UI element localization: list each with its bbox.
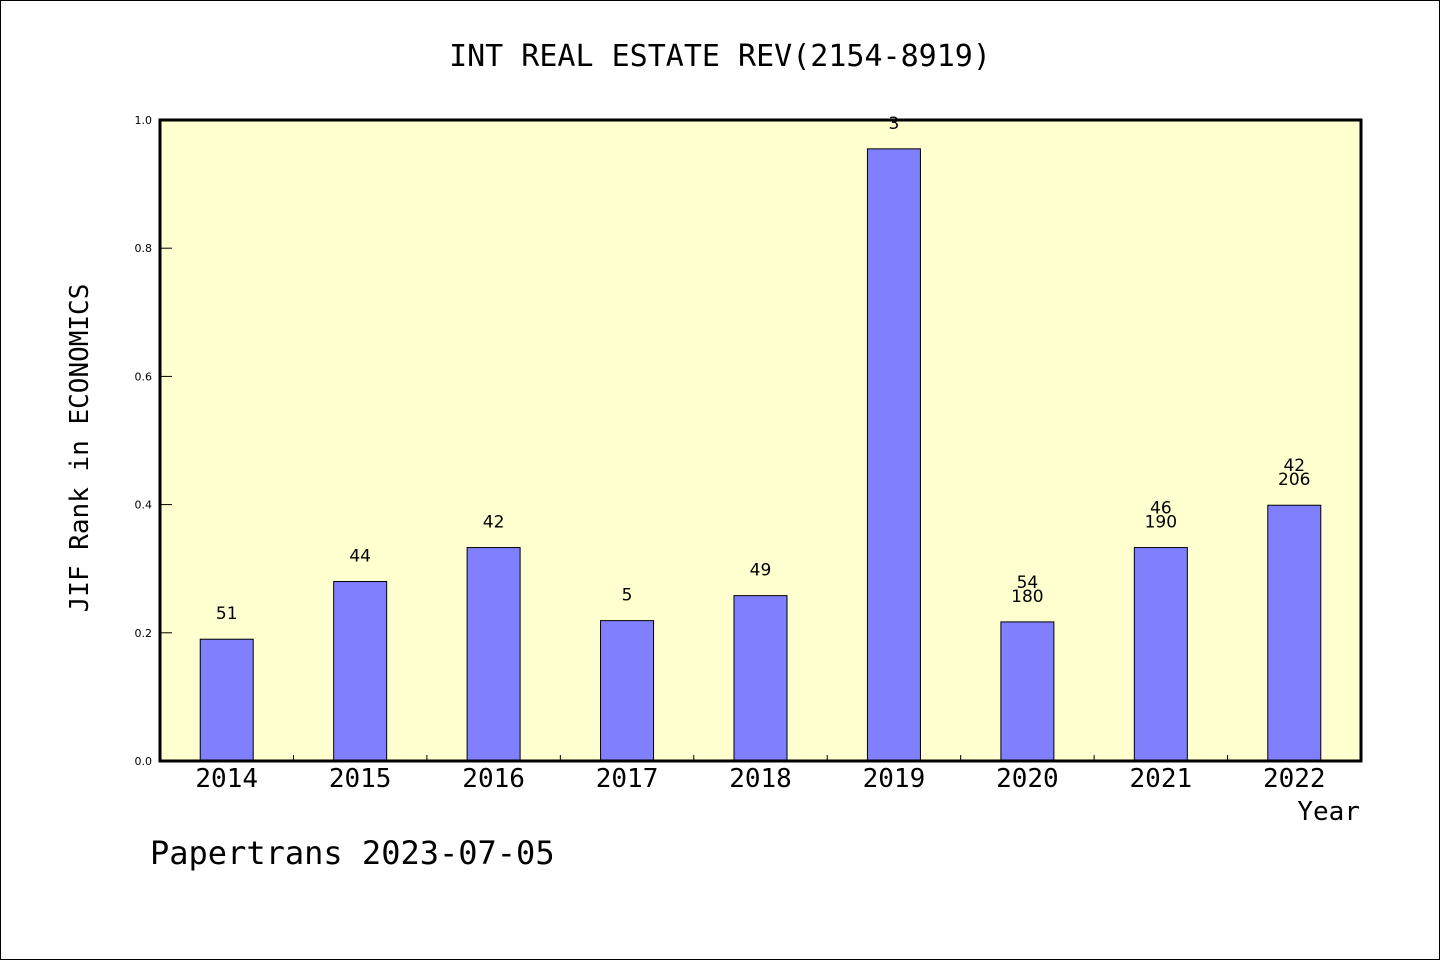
bar-data-label: 190: [1145, 513, 1177, 533]
bar-data-label: 206: [1278, 470, 1310, 490]
x-tick-label: 2021: [1130, 764, 1193, 794]
bars-layer: [199, 148, 1322, 762]
plot-border: [158, 118, 1363, 763]
y-tick-label: 0.2: [135, 627, 153, 640]
bar-data-label: 180: [1011, 587, 1043, 607]
bar-data-label: 3: [889, 114, 900, 134]
footer-credit: Papertrans 2023-07-05: [150, 834, 555, 872]
bar-2016: [466, 547, 521, 762]
bar-data-label: 51: [216, 604, 238, 624]
x-tick-label: 2015: [329, 764, 392, 794]
y-tick-label: 0.6: [135, 370, 153, 383]
bar-2014: [199, 638, 254, 762]
bar-2021: [1133, 547, 1188, 762]
bar-2015: [333, 581, 388, 762]
bar-2018: [733, 595, 788, 762]
chart-title: INT REAL ESTATE REV(2154-8919): [449, 39, 991, 74]
bar-2020: [1000, 621, 1055, 762]
x-tick-label: 2022: [1263, 764, 1326, 794]
bar-data-label: 5: [622, 586, 633, 606]
bar-2019: [866, 148, 921, 762]
y-tick-label: 0.0: [135, 755, 153, 768]
bar-data-label: 42: [1283, 456, 1305, 476]
x-axis: 2014 2015 2016 2017 2018 2019 2020 2021 2022: [195, 755, 1326, 794]
x-tick-label: 2016: [462, 764, 525, 794]
x-axis-label: Year: [1297, 797, 1360, 827]
y-tick-label: 0.8: [135, 242, 153, 255]
bar-data-label: 46: [1150, 499, 1172, 519]
x-tick-label: 2014: [195, 764, 258, 794]
bar-2022: [1267, 504, 1322, 762]
bar-data-label: 42: [483, 513, 505, 533]
bar-data-label: 44: [349, 547, 371, 567]
y-tick-label: 0.4: [135, 499, 153, 512]
x-tick-label: 2019: [863, 764, 926, 794]
x-tick-label: 2017: [596, 764, 659, 794]
bar-data-label: 54: [1017, 573, 1039, 593]
bar-2017: [600, 620, 655, 762]
x-tick-label: 2018: [729, 764, 792, 794]
x-tick-label: 2020: [996, 764, 1059, 794]
bar-data-label: 49: [750, 561, 772, 581]
y-axis-label: JIF Rank in ECONOMICS: [65, 284, 95, 613]
y-tick-label: 1.0: [135, 114, 153, 127]
